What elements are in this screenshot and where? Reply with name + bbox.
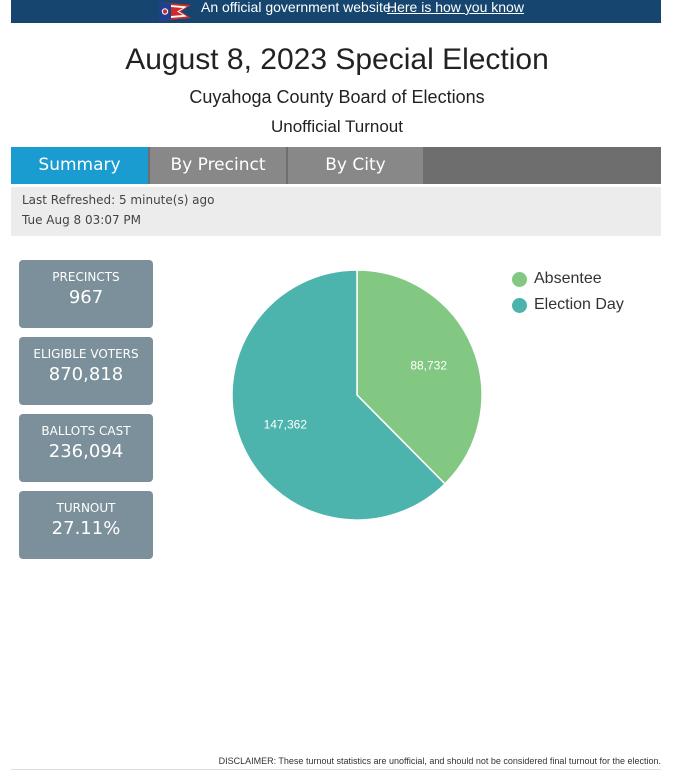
- tab-by-city[interactable]: By City: [288, 147, 423, 184]
- refresh-timestamp: Tue Aug 8 03:07 PM: [22, 213, 141, 227]
- disclaimer-text: DISCLAIMER: These turnout statistics are…: [218, 756, 661, 766]
- tab-by-precinct[interactable]: By Precinct: [150, 147, 286, 184]
- turnout-pie-chart: 88,732 147,362: [231, 269, 483, 521]
- legend-label: Absentee: [534, 270, 602, 287]
- ohio-flag-icon: [159, 2, 191, 21]
- stat-label: TURNOUT: [56, 501, 116, 515]
- pie-slice-election-day[interactable]: [231, 269, 446, 521]
- legend-dot-election-day: [512, 298, 527, 313]
- stat-precincts: PRECINCTS 967: [19, 260, 153, 328]
- tab-summary[interactable]: Summary: [11, 147, 148, 184]
- how-you-know-link[interactable]: Here is how you know: [387, 0, 524, 15]
- pie-label-absentee: 88,732: [410, 359, 447, 373]
- legend-dot-absentee: [512, 272, 527, 287]
- refresh-panel: Last Refreshed: 5 minute(s) ago Tue Aug …: [11, 187, 661, 236]
- stat-label: ELIGIBLE VOTERS: [33, 347, 139, 361]
- gov-banner-text: An official government website.: [201, 0, 395, 15]
- stat-value: 27.11%: [51, 518, 121, 539]
- pie-label-election-day: 147,362: [264, 417, 308, 431]
- stat-eligible-voters: ELIGIBLE VOTERS 870,818: [19, 337, 153, 405]
- page-subtitle: Cuyahoga County Board of Elections: [189, 87, 485, 107]
- page-title: August 8, 2023 Special Election: [125, 43, 549, 76]
- stat-label: BALLOTS CAST: [41, 424, 131, 438]
- stat-value: 870,818: [48, 364, 124, 385]
- pie-slice-absentee[interactable]: [356, 269, 483, 485]
- stat-turnout: TURNOUT 27.11%: [19, 491, 153, 559]
- page-subtitle-turnout: Unofficial Turnout: [271, 117, 403, 136]
- stat-value: 236,094: [48, 441, 124, 462]
- stat-label: PRECINCTS: [52, 270, 120, 284]
- stat-ballots-cast: BALLOTS CAST 236,094: [19, 414, 153, 482]
- tab-bar: Summary By Precinct By City: [11, 147, 661, 184]
- footer-divider: [11, 769, 661, 770]
- gov-banner: An official government website. Here is …: [11, 0, 661, 23]
- last-refreshed-text: Last Refreshed: 5 minute(s) ago: [22, 193, 215, 207]
- stat-value: 967: [68, 287, 104, 308]
- legend-label: Election Day: [534, 296, 624, 313]
